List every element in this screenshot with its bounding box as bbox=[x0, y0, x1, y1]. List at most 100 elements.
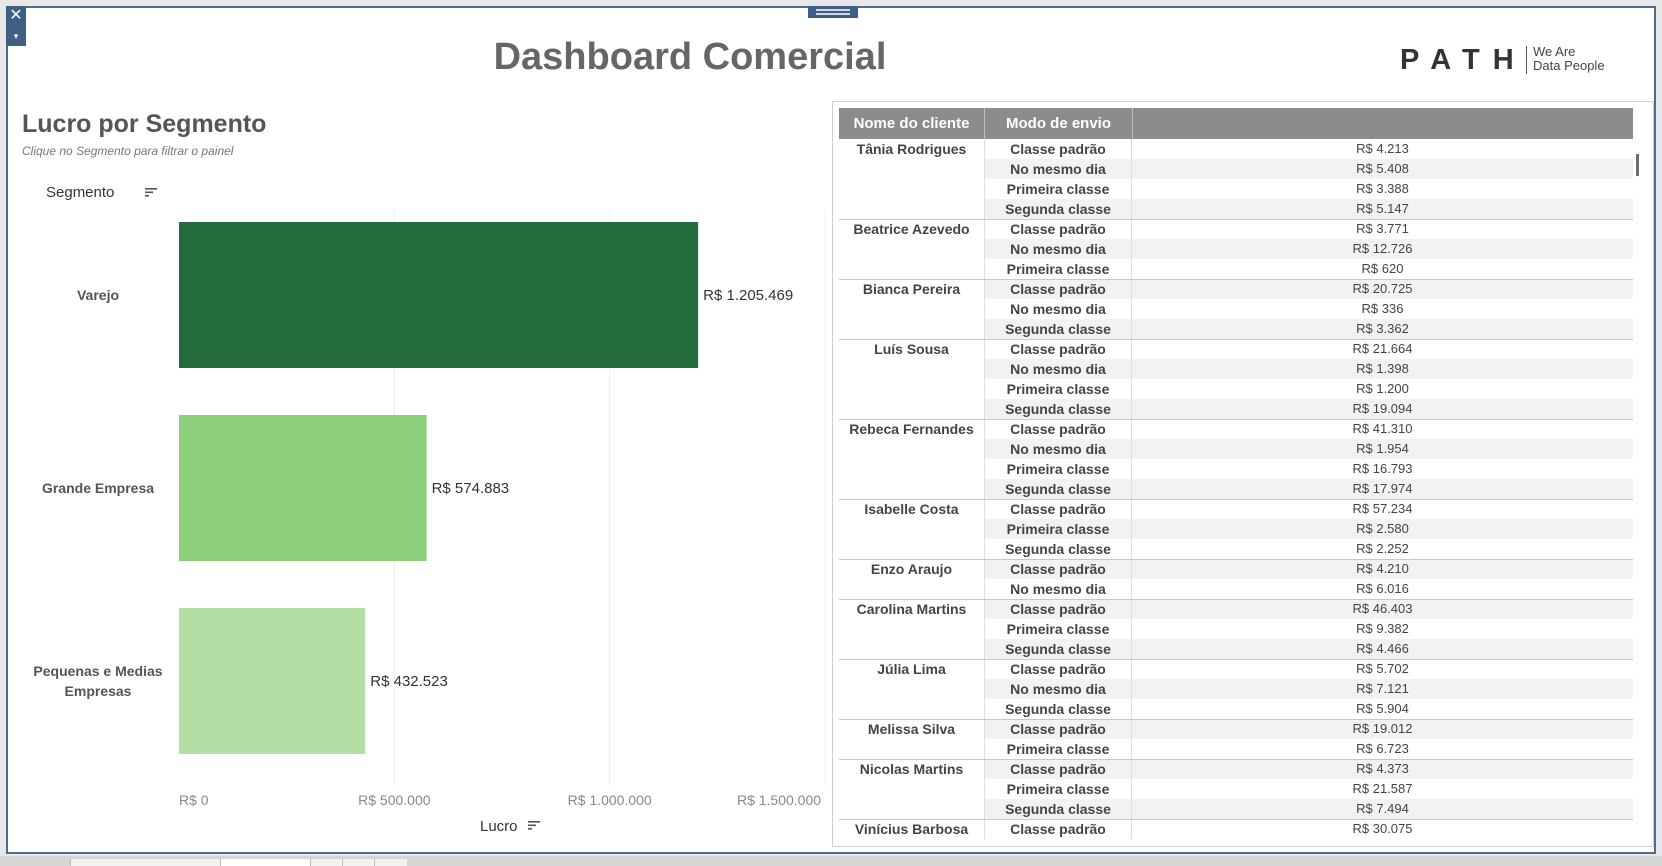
sheet-tab[interactable] bbox=[342, 859, 375, 866]
profit-value-cell: R$ 620 bbox=[1361, 261, 1404, 276]
table-row[interactable]: Classe padrão R$ 41.310 bbox=[839, 419, 1633, 439]
table-row[interactable]: No mesmo dia R$ 1.954 bbox=[839, 439, 1633, 459]
table-header: Nome do cliente Modo de envio bbox=[839, 108, 1633, 139]
table-row[interactable]: Primeira classe R$ 3.388 bbox=[839, 179, 1633, 199]
table-row[interactable]: Primeira classe R$ 9.382 bbox=[839, 619, 1633, 639]
customer-name-cell[interactable]: Carolina Martins bbox=[839, 599, 984, 659]
table-row[interactable]: Segunda classe R$ 4.466 bbox=[839, 639, 1633, 659]
ship-mode-cell: Classe padrão bbox=[984, 139, 1132, 159]
ship-mode-cell: Segunda classe bbox=[984, 479, 1132, 499]
table-row[interactable]: Classe padrão R$ 4.373 bbox=[839, 759, 1633, 779]
customer-name-cell[interactable]: Júlia Lima bbox=[839, 659, 984, 719]
profit-value-cell: R$ 6.016 bbox=[1356, 581, 1409, 596]
bar-data-label: R$ 1.205.469 bbox=[703, 287, 793, 304]
table-row[interactable]: Classe padrão R$ 57.234 bbox=[839, 499, 1633, 519]
ship-mode-cell: Segunda classe bbox=[984, 699, 1132, 719]
profit-value-cell: R$ 6.723 bbox=[1356, 741, 1409, 756]
table-row[interactable]: Segunda classe R$ 2.252 bbox=[839, 539, 1633, 559]
ship-mode-cell: Classe padrão bbox=[984, 819, 1132, 839]
table-row[interactable]: Segunda classe R$ 17.974 bbox=[839, 479, 1633, 499]
table-row[interactable]: Classe padrão R$ 5.702 bbox=[839, 659, 1633, 679]
profit-value-cell: R$ 3.388 bbox=[1356, 181, 1409, 196]
category-label[interactable]: Empresas bbox=[65, 683, 132, 699]
customer-name-cell[interactable]: Enzo Araujo bbox=[839, 559, 984, 599]
sort-icon[interactable] bbox=[528, 820, 540, 832]
table-row[interactable]: Primeira classe R$ 1.200 bbox=[839, 379, 1633, 399]
table-row[interactable]: Primeira classe R$ 21.587 bbox=[839, 779, 1633, 799]
sort-icon[interactable] bbox=[145, 186, 157, 198]
ship-mode-cell: Classe padrão bbox=[984, 759, 1132, 779]
customer-name-cell[interactable]: Nicolas Martins bbox=[839, 759, 984, 819]
group-divider bbox=[839, 759, 1633, 760]
sheet-tab[interactable] bbox=[310, 859, 343, 866]
table-row[interactable]: Primeira classe R$ 620 bbox=[839, 259, 1633, 279]
ship-mode-cell: Classe padrão bbox=[984, 659, 1132, 679]
customer-name-cell[interactable]: Bianca Pereira bbox=[839, 279, 984, 339]
profit-value-cell: R$ 1.954 bbox=[1356, 441, 1409, 456]
table-row[interactable]: No mesmo dia R$ 6.016 bbox=[839, 579, 1633, 599]
x-tick-label: R$ 0 bbox=[179, 792, 209, 808]
ship-mode-cell: Primeira classe bbox=[984, 519, 1132, 539]
table-row[interactable]: Classe padrão R$ 19.012 bbox=[839, 719, 1633, 739]
table-row[interactable]: Classe padrão R$ 4.210 bbox=[839, 559, 1633, 579]
sheet-tab[interactable] bbox=[220, 859, 311, 866]
table-row[interactable]: Classe padrão R$ 4.213 bbox=[839, 139, 1633, 159]
bar-data-label: R$ 432.523 bbox=[370, 673, 448, 690]
table-row[interactable]: No mesmo dia R$ 12.726 bbox=[839, 239, 1633, 259]
table-row[interactable]: Segunda classe R$ 5.904 bbox=[839, 699, 1633, 719]
ship-mode-cell: Classe padrão bbox=[984, 559, 1132, 579]
customer-table: Nome do cliente Modo de envio Classe pad… bbox=[832, 101, 1654, 847]
customer-name-cell[interactable]: Luís Sousa bbox=[839, 339, 984, 419]
segment-axis-header[interactable]: Segmento bbox=[46, 184, 115, 201]
table-row[interactable]: No mesmo dia R$ 5.408 bbox=[839, 159, 1633, 179]
table-row[interactable]: No mesmo dia R$ 336 bbox=[839, 299, 1633, 319]
customer-name-cell[interactable]: Beatrice Azevedo bbox=[839, 219, 984, 279]
sheet-tab[interactable] bbox=[374, 859, 407, 866]
ship-mode-cell: No mesmo dia bbox=[984, 359, 1132, 379]
table-row[interactable]: Primeira classe R$ 2.580 bbox=[839, 519, 1633, 539]
close-icon[interactable]: ✕ bbox=[9, 7, 23, 24]
customer-name-cell[interactable]: Isabelle Costa bbox=[839, 499, 984, 559]
sheet-tab[interactable] bbox=[70, 859, 221, 866]
category-label[interactable]: Varejo bbox=[77, 287, 119, 303]
table-row[interactable]: Primeira classe R$ 6.723 bbox=[839, 739, 1633, 759]
table-row[interactable]: No mesmo dia R$ 7.121 bbox=[839, 679, 1633, 699]
dashboard-title: Dashboard Comercial bbox=[493, 36, 887, 78]
table-row[interactable]: No mesmo dia R$ 1.398 bbox=[839, 359, 1633, 379]
bottom-tab-strip bbox=[0, 856, 1662, 866]
ship-mode-cell: Classe padrão bbox=[984, 219, 1132, 239]
more-options-chevron-down-icon[interactable]: ▾ bbox=[13, 31, 19, 41]
profit-by-segment-chart: R$ 1.205.469 Varejo R$ 574.883 Grande Empre… bbox=[33, 210, 826, 808]
table-row[interactable]: Segunda classe R$ 19.094 bbox=[839, 399, 1633, 419]
profit-value-cell: R$ 2.252 bbox=[1356, 541, 1409, 556]
x-axis-title[interactable]: Lucro bbox=[480, 818, 518, 835]
table-row[interactable]: Classe padrão R$ 20.725 bbox=[839, 279, 1633, 299]
customer-name-cell[interactable]: Rebeca Fernandes bbox=[839, 419, 984, 499]
table-row[interactable]: Primeira classe R$ 16.793 bbox=[839, 459, 1633, 479]
group-divider bbox=[839, 819, 1633, 820]
vertical-scrollbar[interactable] bbox=[1636, 154, 1639, 176]
column-header-ship-mode[interactable]: Modo de envio bbox=[1006, 115, 1111, 132]
table-row[interactable]: Segunda classe R$ 5.147 bbox=[839, 199, 1633, 219]
profit-value-cell: R$ 336 bbox=[1361, 301, 1404, 316]
table-row[interactable]: Classe padrão R$ 21.664 bbox=[839, 339, 1633, 359]
customer-name-cell[interactable]: Tânia Rodrigues bbox=[839, 139, 984, 219]
drag-handle-icon[interactable] bbox=[808, 6, 858, 18]
profit-value-cell: R$ 9.382 bbox=[1356, 621, 1409, 636]
column-header-customer[interactable]: Nome do cliente bbox=[853, 115, 970, 132]
table-row[interactable]: Classe padrão R$ 3.771 bbox=[839, 219, 1633, 239]
category-label[interactable]: Grande Empresa bbox=[42, 480, 154, 496]
category-label[interactable]: Pequenas e Medias bbox=[33, 663, 162, 679]
bar-1[interactable] bbox=[179, 222, 699, 368]
customer-name-cell[interactable]: Melissa Silva bbox=[839, 719, 984, 759]
table-row[interactable]: Segunda classe R$ 7.494 bbox=[839, 799, 1633, 819]
ship-mode-cell: Classe padrão bbox=[984, 719, 1132, 739]
table-row[interactable]: Classe padrão R$ 30.075 bbox=[839, 819, 1633, 839]
ship-mode-cell: Segunda classe bbox=[984, 399, 1132, 419]
table-row[interactable]: Classe padrão R$ 46.403 bbox=[839, 599, 1633, 619]
customer-name-cell[interactable]: Vinícius Barbosa bbox=[839, 819, 984, 839]
bar-2[interactable] bbox=[179, 415, 427, 561]
table-row[interactable]: Segunda classe R$ 3.362 bbox=[839, 319, 1633, 339]
ship-mode-cell: Classe padrão bbox=[984, 279, 1132, 299]
bar-3[interactable] bbox=[179, 608, 366, 754]
